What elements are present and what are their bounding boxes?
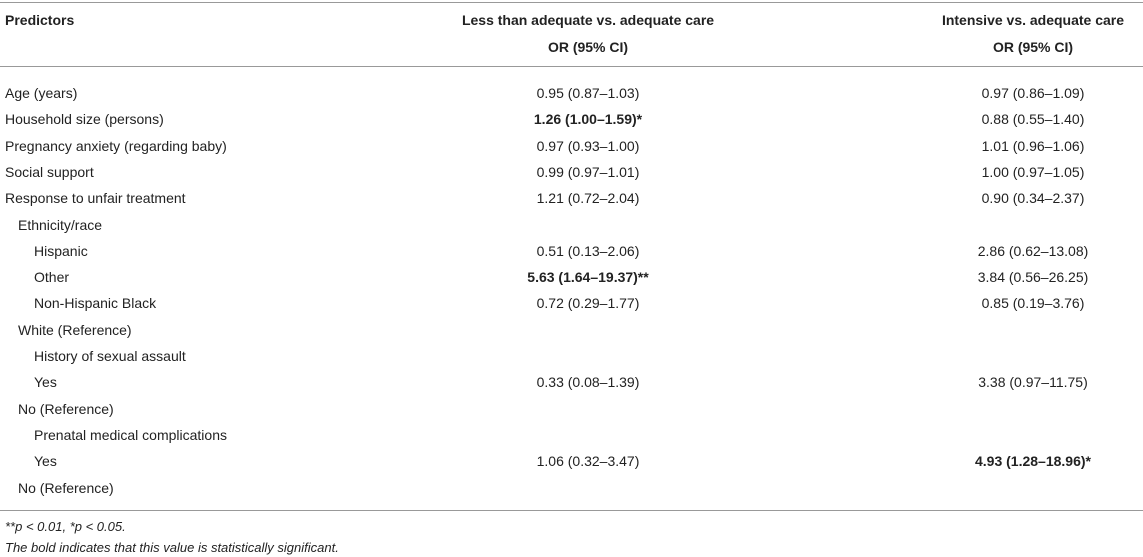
odds-ratio: 3.38 (0.97–11.75): [978, 374, 1088, 391]
header-less: Less than adequate vs. adequate care: [461, 12, 715, 28]
footnote: **p < 0.01, *p < 0.05.: [5, 519, 126, 534]
predictor-label: Prenatal medical complications: [34, 426, 227, 443]
odds-ratio: 0.95 (0.87–1.03): [536, 85, 640, 101]
bottom-rule: [0, 510, 1143, 511]
predictor-label: Ethnicity/race: [18, 216, 103, 233]
odds-ratio: 1.26 (1.00–1.59)*: [533, 111, 643, 128]
predictor-label: Yes: [34, 374, 57, 391]
odds-ratio: 1.06 (0.32–3.47): [536, 453, 640, 470]
predictor-label: Social support: [5, 163, 94, 180]
top-rule: [0, 2, 1143, 3]
odds-ratio: 0.88 (0.55–1.40): [981, 111, 1085, 128]
header-intensive: Intensive vs. adequate care: [941, 12, 1125, 28]
header-rule: [0, 66, 1143, 67]
predictor-label: White (Reference): [18, 321, 132, 338]
predictor-label: History of sexual assault: [34, 348, 186, 364]
odds-ratio: 1.21 (0.72–2.04): [536, 190, 640, 207]
odds-ratio: 3.84 (0.56–26.25): [977, 269, 1089, 286]
odds-ratio: 0.99 (0.97–1.01): [536, 163, 640, 180]
odds-ratio: 0.51 (0.13–2.06): [536, 242, 640, 259]
predictor-label: Other: [34, 269, 70, 286]
predictor-label: No (Reference): [18, 479, 114, 496]
odds-ratio: 2.86 (0.62–13.08): [977, 242, 1089, 259]
header-predictors: Predictors: [5, 12, 75, 28]
odds-ratio: 0.85 (0.19–3.76): [981, 295, 1085, 312]
predictor-label: No (Reference): [18, 400, 114, 417]
odds-ratio: 0.72 (0.29–1.77): [536, 295, 640, 312]
odds-ratio: 0.90 (0.34–2.37): [981, 190, 1085, 207]
header-less-sub: OR (95% CI): [547, 39, 629, 55]
odds-ratio: 4.93 (1.28–18.96)*: [975, 453, 1091, 470]
odds-ratio: 0.33 (0.08–1.39): [536, 374, 640, 391]
odds-ratio: 0.97 (0.93–1.00): [536, 137, 640, 154]
predictor-label: Hispanic: [34, 242, 88, 259]
odds-ratio: 5.63 (1.64–19.37)**: [527, 269, 649, 286]
predictor-label: Non-Hispanic Black: [34, 295, 157, 312]
predictor-label: Yes: [34, 453, 57, 470]
header-intensive-sub: OR (95% CI): [992, 39, 1074, 55]
odds-ratio: 1.00 (0.97–1.05): [981, 163, 1085, 180]
predictor-label: Pregnancy anxiety (regarding baby): [5, 137, 227, 154]
odds-ratio: 1.01 (0.96–1.06): [981, 137, 1085, 154]
predictor-label: Response to unfair treatment: [5, 190, 186, 207]
predictor-label: Household size (persons): [5, 111, 164, 128]
predictor-label: Age (years): [5, 85, 78, 101]
footnote: The bold indicates that this value is st…: [5, 540, 339, 555]
odds-ratio: 0.97 (0.86–1.09): [981, 85, 1085, 101]
